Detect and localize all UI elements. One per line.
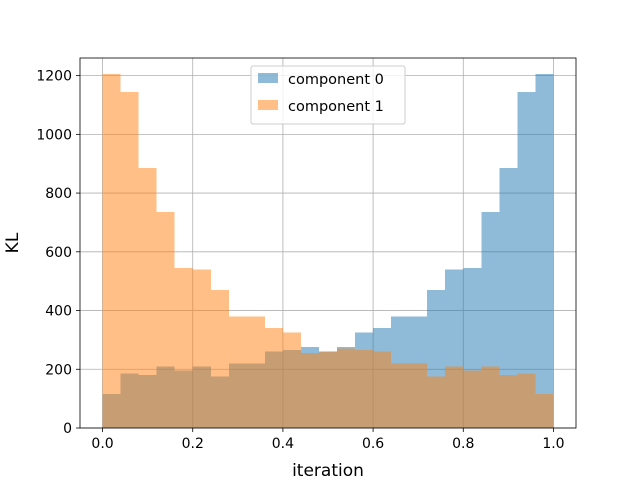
bar-component-1 xyxy=(481,366,500,428)
histogram-bars xyxy=(102,74,554,429)
y-tick-label: 0 xyxy=(63,421,72,437)
bar-component-1 xyxy=(445,366,464,428)
bar-component-1 xyxy=(210,289,229,428)
plot-frame xyxy=(79,57,577,429)
bar-component-1 xyxy=(192,269,211,428)
y-tick-label: 600 xyxy=(45,245,72,261)
bar-component-1 xyxy=(282,332,301,428)
legend-label-component-0: component 0 xyxy=(288,72,384,88)
y-tick-label: 200 xyxy=(45,362,72,378)
legend: component 0 component 1 xyxy=(250,65,406,125)
bar-component-1 xyxy=(499,375,518,428)
legend-box xyxy=(250,65,406,125)
y-axis-label: KL xyxy=(3,232,23,253)
y-tick-label: 1200 xyxy=(36,69,72,85)
bar-component-1 xyxy=(228,316,247,428)
bar-component-1 xyxy=(517,373,536,428)
bar-component-1 xyxy=(264,328,283,428)
x-tick-label: 0.4 xyxy=(272,436,294,452)
bar-component-0 xyxy=(517,91,536,429)
bar-component-1 xyxy=(318,351,338,428)
legend-swatch-component-0 xyxy=(258,73,278,83)
bar-component-0 xyxy=(535,74,554,429)
bar-component-1 xyxy=(246,316,265,428)
y-tick-label: 1000 xyxy=(36,127,72,143)
x-axis-ticks: 0.0 0.2 0.4 0.6 0.8 1.0 xyxy=(91,428,565,452)
legend-label-component-1: component 1 xyxy=(288,99,384,115)
bar-component-1 xyxy=(138,168,157,428)
y-tick-label: 800 xyxy=(45,186,72,202)
bar-component-1 xyxy=(120,91,139,429)
bar-component-1 xyxy=(300,353,319,428)
bar-component-1 xyxy=(391,363,410,428)
x-tick-label: 1.0 xyxy=(542,436,564,452)
y-axis-ticks: 0 200 400 600 800 1000 1200 xyxy=(36,69,80,437)
x-tick-label: 0.8 xyxy=(452,436,474,452)
bar-component-1 xyxy=(535,394,554,428)
x-tick-label: 0.0 xyxy=(91,436,113,452)
bar-component-1 xyxy=(355,350,374,428)
bar-component-1 xyxy=(373,351,392,428)
x-tick-label: 0.6 xyxy=(362,436,384,452)
y-tick-label: 400 xyxy=(45,304,72,320)
bar-component-1 xyxy=(102,74,121,429)
bar-component-1 xyxy=(337,348,356,428)
bar-component-1 xyxy=(174,267,193,428)
bar-component-1 xyxy=(463,370,482,428)
bar-component-1 xyxy=(409,363,428,428)
bar-component-1 xyxy=(427,376,446,428)
x-axis-label: iteration xyxy=(292,461,364,480)
bar-component-1 xyxy=(156,212,175,428)
x-tick-label: 0.2 xyxy=(182,436,204,452)
bar-component-0 xyxy=(499,168,518,428)
legend-swatch-component-1 xyxy=(258,100,278,110)
